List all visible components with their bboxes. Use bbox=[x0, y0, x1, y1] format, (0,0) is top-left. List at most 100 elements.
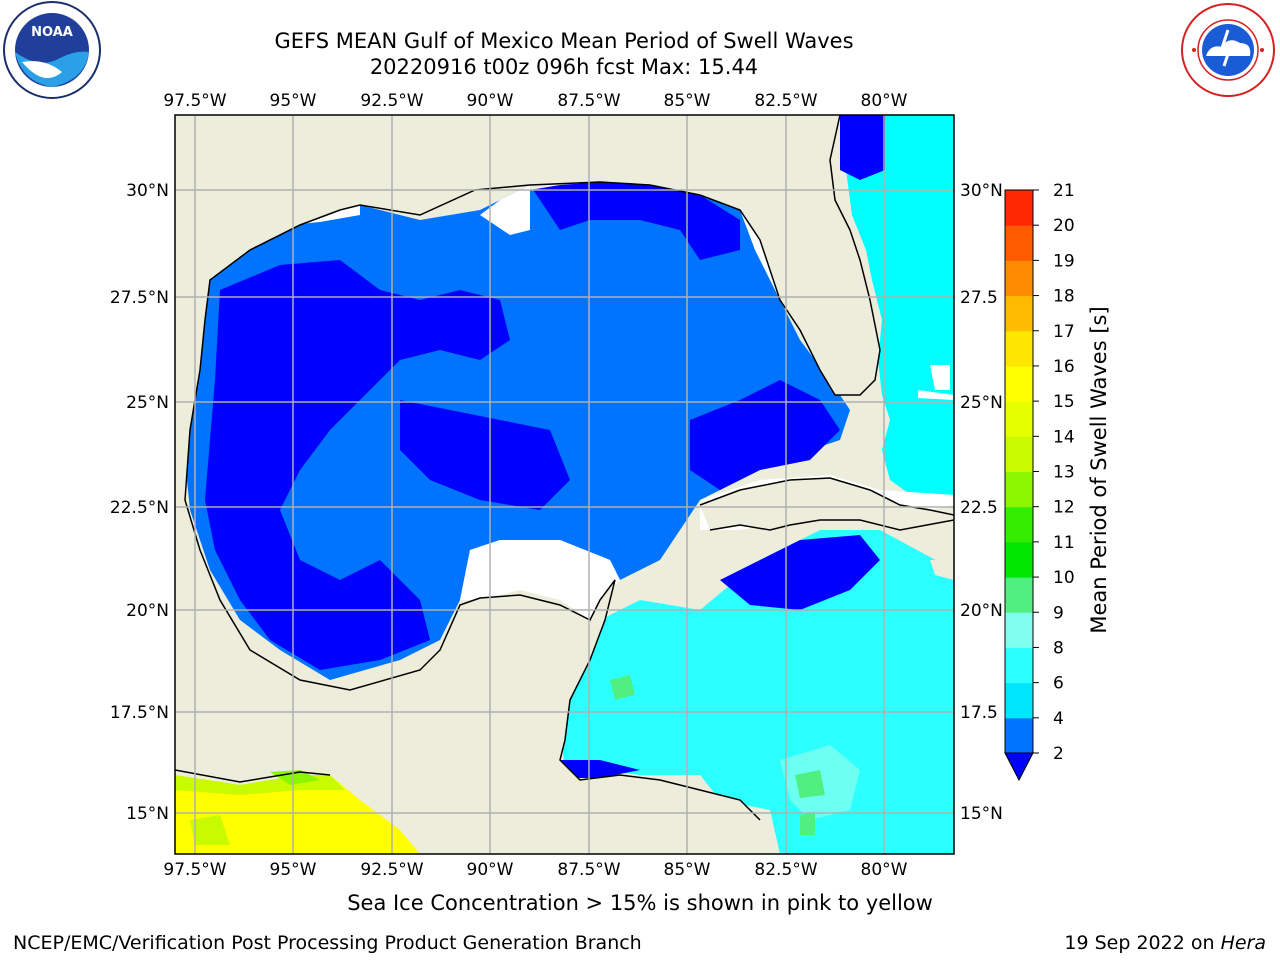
lat-label: 17.5 bbox=[960, 703, 998, 723]
colorbar-segment bbox=[1005, 577, 1033, 613]
lon-labels-top: 97.5°W 95°W 92.5°W 90°W 87.5°W 85°W 82.5… bbox=[163, 91, 907, 111]
noaa-logo-text: NOAA bbox=[31, 25, 73, 40]
colorbar-segment bbox=[1005, 647, 1033, 684]
colorbar-tick-label: 11 bbox=[1053, 533, 1075, 553]
lon-label: 87.5°W bbox=[557, 91, 620, 111]
lon-label: 85°W bbox=[664, 91, 711, 111]
date-stamp: 19 Sep 2022 on Hera bbox=[1064, 932, 1266, 954]
lat-labels-right: 30°N 27.5 25°N 22.5 20°N 17.5 15°N bbox=[960, 181, 1003, 824]
colorbar-tick-label: 19 bbox=[1053, 251, 1075, 271]
noaa-logo-icon: NOAA bbox=[3, 1, 101, 99]
lon-label: 90°W bbox=[467, 860, 514, 880]
sea-ice-lime-edge bbox=[175, 775, 345, 845]
sea-ice-green-spot bbox=[270, 770, 320, 785]
colorbar-tick-label: 9 bbox=[1053, 603, 1064, 623]
lon-label: 80°W bbox=[861, 91, 908, 111]
map-area bbox=[175, 115, 954, 854]
colorbar-tick-label: 18 bbox=[1053, 287, 1075, 307]
lon-label: 80°W bbox=[861, 860, 908, 880]
land-hispaniola-edge bbox=[930, 560, 954, 580]
coastal-gap-bahamas bbox=[918, 365, 954, 400]
coastal-gap-yucatan bbox=[460, 540, 620, 620]
host-name: Hera bbox=[1220, 932, 1266, 954]
lon-label: 85°W bbox=[664, 860, 711, 880]
colorbar-tick-label: 16 bbox=[1053, 357, 1075, 377]
colorbar-segment bbox=[1005, 190, 1033, 226]
lon-label: 82.5°W bbox=[754, 860, 817, 880]
sea-ice-note: Sea Ice Concentration > 15% is shown in … bbox=[347, 891, 933, 915]
lat-label: 27.5 bbox=[960, 288, 998, 308]
lon-label: 92.5°W bbox=[360, 91, 423, 111]
land-north-america bbox=[530, 115, 880, 395]
lat-label: 30°N bbox=[126, 181, 169, 201]
lon-label: 87.5°W bbox=[557, 860, 620, 880]
colorbar-tick-label: 13 bbox=[1053, 463, 1075, 483]
lat-label: 22.5°N bbox=[110, 498, 169, 518]
lon-label: 82.5°W bbox=[754, 91, 817, 111]
colorbar-segment bbox=[1005, 471, 1033, 508]
colorbar-segment bbox=[1005, 225, 1033, 261]
colorbar-segment bbox=[1005, 717, 1033, 754]
colorbar-tick-label: 6 bbox=[1053, 674, 1064, 694]
colorbar: 2 4 6 8 9 10 11 12 13 14 15 16 17 18 19 20 21 bbox=[1004, 181, 1075, 782]
lat-label: 20°N bbox=[126, 601, 169, 621]
lon-label: 95°W bbox=[270, 860, 317, 880]
colorbar-segment bbox=[1005, 612, 1033, 648]
lat-label: 20°N bbox=[960, 601, 1003, 621]
lat-label: 27.5°N bbox=[110, 288, 169, 308]
colorbar-segment bbox=[1005, 682, 1033, 719]
colorbar-segment bbox=[1005, 260, 1033, 297]
gulf-dark-blue-west bbox=[205, 260, 510, 670]
lat-label: 15°N bbox=[960, 804, 1003, 824]
date-text: 19 Sep 2022 on bbox=[1064, 932, 1215, 954]
colorbar-segment bbox=[1005, 401, 1033, 437]
colorbar-tick-label: 21 bbox=[1053, 181, 1075, 201]
chart-subtitle: 20220916 t00z 096h fcst Max: 15.44 bbox=[369, 55, 759, 79]
colorbar-segment bbox=[1005, 295, 1033, 332]
lat-label: 25°N bbox=[126, 393, 169, 413]
colorbar-tick-label: 17 bbox=[1053, 322, 1075, 342]
colorbar-segment bbox=[1005, 330, 1033, 367]
colorbar-tick-label: 12 bbox=[1053, 498, 1075, 518]
land-yucatan bbox=[420, 580, 770, 854]
colorbar-segment bbox=[1005, 506, 1033, 543]
lat-label: 25°N bbox=[960, 393, 1003, 413]
atlantic-light-water bbox=[846, 115, 954, 500]
lat-labels-left: 30°N 27.5°N 25°N 22.5°N 20°N 17.5°N 15°N bbox=[110, 181, 169, 824]
lat-label: 15°N bbox=[126, 804, 169, 824]
colorbar-tick-label: 10 bbox=[1053, 568, 1075, 588]
colorbar-tick-label: 4 bbox=[1053, 709, 1064, 729]
colorbar-label: Mean Period of Swell Waves [s] bbox=[1087, 306, 1111, 633]
colorbar-extend-arrow bbox=[1004, 752, 1034, 782]
lon-label: 97.5°W bbox=[163, 91, 226, 111]
lon-label: 97.5°W bbox=[163, 860, 226, 880]
caribbean-dark-blue bbox=[555, 535, 880, 778]
land-mexico-west bbox=[175, 115, 530, 854]
lat-label: 22.5 bbox=[960, 498, 998, 518]
gulf-dark-blue-center bbox=[400, 400, 570, 510]
colorbar-tick-label: 8 bbox=[1053, 638, 1064, 658]
lon-label: 90°W bbox=[467, 91, 514, 111]
sea-ice-region bbox=[175, 775, 420, 854]
coastline bbox=[175, 115, 954, 821]
lon-labels-bottom: 97.5°W 95°W 92.5°W 90°W 87.5°W 85°W 82.5… bbox=[163, 860, 907, 880]
colorbar-segment bbox=[1005, 541, 1033, 578]
gulf-dark-blue-east bbox=[690, 380, 840, 490]
land-cuba bbox=[700, 478, 954, 530]
colorbar-segment bbox=[1005, 365, 1033, 402]
lon-label: 92.5°W bbox=[360, 860, 423, 880]
colorbar-tick-label: 15 bbox=[1053, 392, 1075, 412]
map-frame bbox=[174, 114, 955, 855]
map-gridlines bbox=[175, 115, 954, 854]
credit-text: NCEP/EMC/Verification Post Processing Pr… bbox=[13, 932, 642, 954]
caribbean-green-patch bbox=[610, 675, 825, 835]
colorbar-tick-label: 2 bbox=[1053, 744, 1064, 764]
colorbar-segment bbox=[1005, 436, 1033, 472]
chart-title: GEFS MEAN Gulf of Mexico Mean Period of … bbox=[274, 29, 854, 53]
lat-label: 17.5°N bbox=[110, 703, 169, 723]
colorbar-tick-label: 20 bbox=[1053, 216, 1075, 236]
colorbar-tick-label: 14 bbox=[1053, 427, 1075, 447]
atlantic-dark-blue bbox=[840, 115, 885, 180]
national-weather-service-logo-icon bbox=[1181, 3, 1275, 97]
